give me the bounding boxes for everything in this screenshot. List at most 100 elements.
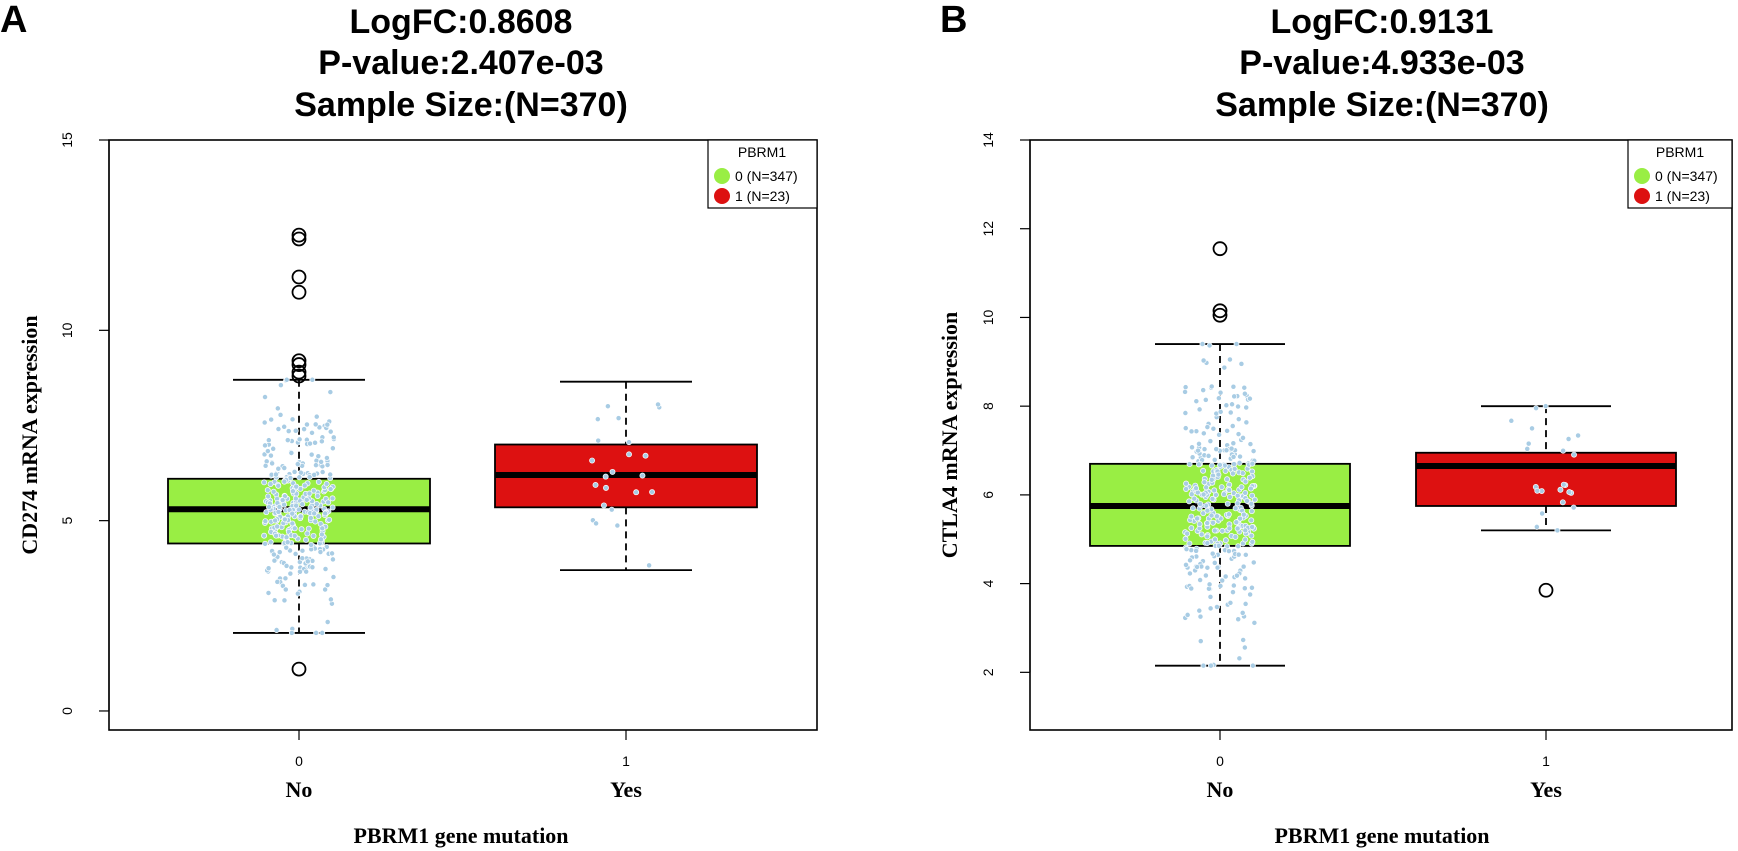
data-point <box>315 478 322 485</box>
data-point <box>310 532 317 539</box>
plot-frame <box>1029 139 1733 731</box>
data-point <box>1200 491 1207 498</box>
data-point <box>312 439 319 446</box>
data-point <box>1197 638 1204 645</box>
data-point <box>270 445 277 452</box>
data-point <box>271 557 278 564</box>
legend-label-0: 0 (N=347) <box>1655 168 1718 184</box>
data-point <box>1249 492 1256 499</box>
data-point <box>313 500 320 507</box>
data-point <box>277 411 284 418</box>
data-point <box>1230 453 1237 460</box>
data-point <box>316 424 323 431</box>
data-point <box>1214 604 1220 610</box>
data-point <box>308 451 315 458</box>
data-point <box>1197 501 1204 507</box>
data-point <box>265 493 272 500</box>
data-point <box>313 413 320 420</box>
x-category-label: Yes <box>1530 777 1562 802</box>
x-tick-label: 0 <box>295 753 303 769</box>
data-point <box>615 415 622 422</box>
legend: PBRM1 0 (N=347) 1 (N=23) <box>1627 139 1733 209</box>
data-point <box>639 472 646 479</box>
data-point <box>1235 551 1242 558</box>
data-point <box>275 482 282 489</box>
data-point <box>1188 428 1195 435</box>
legend-swatch-1 <box>1634 188 1650 204</box>
data-point <box>1250 448 1257 455</box>
data-point <box>1198 531 1205 538</box>
data-point <box>264 487 271 494</box>
data-point <box>314 493 321 500</box>
data-point <box>1219 577 1226 584</box>
data-point <box>1196 440 1202 447</box>
data-point <box>1231 393 1238 400</box>
data-point <box>292 550 299 557</box>
data-point <box>1533 523 1540 530</box>
data-point <box>1197 613 1204 620</box>
legend-label-1: 1 (N=23) <box>735 188 790 204</box>
data-point <box>304 421 310 428</box>
panel-b: B LogFC:0.9131 P-value:4.933e-03 Sample … <box>937 0 1733 848</box>
data-point <box>1248 532 1255 539</box>
outlier-point <box>1212 307 1228 323</box>
points-group-1 <box>1508 403 1582 534</box>
data-point <box>1240 434 1246 441</box>
data-point <box>1187 557 1193 564</box>
x-tick-label: 1 <box>1542 753 1550 769</box>
data-point <box>1206 581 1213 588</box>
box-group-1 <box>1415 405 1677 532</box>
data-point <box>1200 387 1207 394</box>
data-point <box>329 445 336 452</box>
data-point <box>317 549 324 555</box>
data-point <box>299 555 306 562</box>
data-point <box>1226 356 1233 363</box>
data-point <box>262 394 268 401</box>
data-point <box>1215 471 1222 478</box>
data-point <box>261 419 268 426</box>
data-point <box>1188 585 1195 592</box>
data-point <box>281 478 288 485</box>
data-point <box>319 629 326 636</box>
y-tick-label: 8 <box>980 402 996 410</box>
data-point <box>292 495 299 502</box>
y-tick-label: 4 <box>980 580 996 588</box>
data-point <box>327 389 334 396</box>
data-point <box>1247 591 1254 598</box>
data-point <box>626 451 632 458</box>
data-point <box>1557 486 1564 493</box>
data-point <box>1232 533 1239 540</box>
data-point <box>273 532 280 539</box>
data-point <box>1230 440 1237 447</box>
data-point <box>1229 423 1236 429</box>
y-tick-label: 2 <box>980 668 996 676</box>
data-point <box>284 539 291 546</box>
outlier-point <box>291 269 307 285</box>
data-point <box>1207 593 1214 600</box>
data-point <box>1233 519 1240 526</box>
chart-title-line-2: P-value:4.933e-03 <box>1239 44 1524 82</box>
data-point <box>1246 474 1253 481</box>
data-point <box>322 510 329 517</box>
data-point <box>1230 582 1237 589</box>
data-point <box>284 437 291 444</box>
chart-title-line-1: LogFC:0.8608 <box>350 3 573 41</box>
outliers-group-0 <box>1212 241 1228 323</box>
data-point <box>310 487 317 494</box>
data-point <box>329 495 336 502</box>
data-point <box>1524 445 1531 452</box>
outlier-point <box>291 661 307 677</box>
data-point <box>275 508 282 515</box>
data-point <box>274 523 281 530</box>
data-point <box>1215 542 1222 549</box>
data-point <box>1182 425 1189 432</box>
data-point <box>318 458 325 465</box>
data-point <box>324 582 331 589</box>
data-point <box>1215 395 1222 402</box>
data-point <box>315 513 322 520</box>
data-point <box>1239 470 1246 477</box>
data-point <box>281 516 288 523</box>
data-point <box>1235 403 1242 410</box>
data-point <box>1559 499 1566 506</box>
data-point <box>1224 427 1231 434</box>
